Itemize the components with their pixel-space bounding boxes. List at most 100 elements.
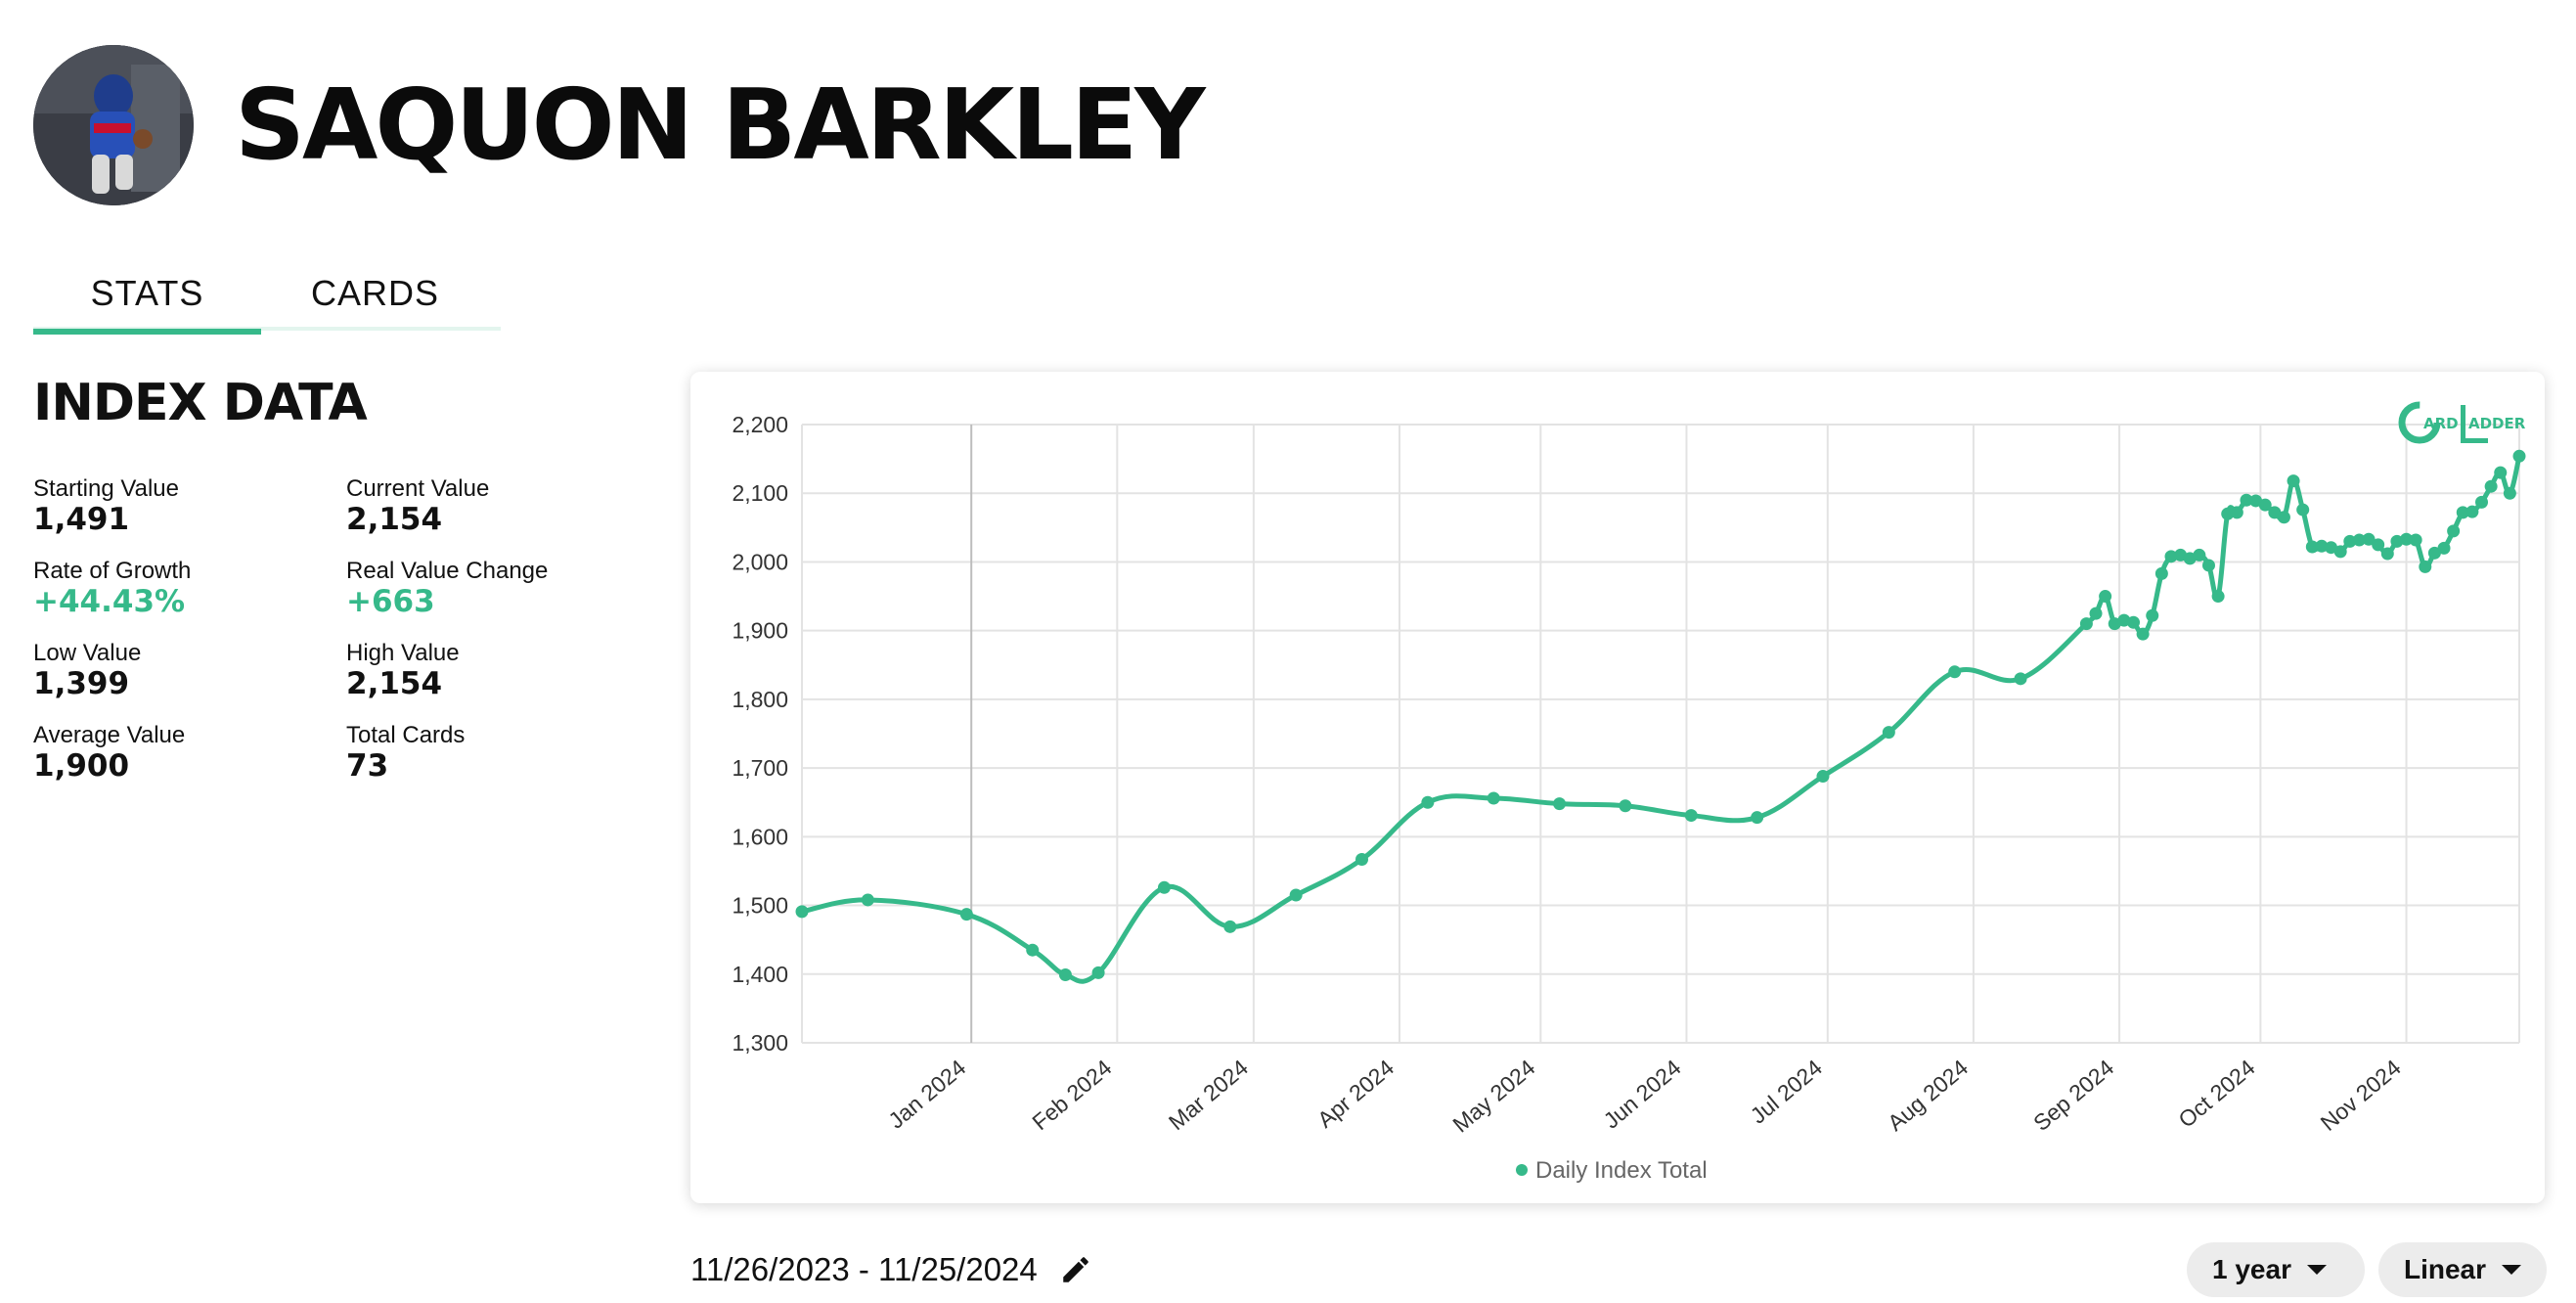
stat-label: Current Value xyxy=(346,475,490,502)
y-tick-label: 1,900 xyxy=(732,618,788,644)
chevron-down-icon xyxy=(2502,1265,2522,1275)
data-point[interactable] xyxy=(2127,615,2141,629)
x-tick-label: Oct 2024 xyxy=(2173,1055,2259,1133)
stat-low-value: Low Value 1,399 xyxy=(33,640,346,700)
data-point[interactable] xyxy=(2258,498,2272,512)
data-point[interactable] xyxy=(1553,797,1567,811)
data-point[interactable] xyxy=(1684,809,1698,823)
data-point[interactable] xyxy=(2268,506,2282,519)
data-point[interactable] xyxy=(2164,550,2178,563)
data-point[interactable] xyxy=(2456,506,2469,519)
data-point[interactable] xyxy=(2362,532,2376,546)
data-point[interactable] xyxy=(795,905,809,919)
series-points xyxy=(795,449,2526,981)
data-point[interactable] xyxy=(2201,559,2215,572)
data-point[interactable] xyxy=(2154,566,2168,580)
data-point[interactable] xyxy=(2484,479,2498,493)
stat-value: 1,900 xyxy=(33,748,130,784)
x-tick-label: Mar 2024 xyxy=(1164,1055,1253,1136)
data-point[interactable] xyxy=(2409,533,2422,547)
data-point[interactable] xyxy=(2315,539,2329,553)
data-point[interactable] xyxy=(2146,608,2159,622)
period-select-value: 1 year xyxy=(2212,1254,2291,1284)
data-point[interactable] xyxy=(2136,627,2150,641)
data-point[interactable] xyxy=(2352,533,2366,547)
data-point[interactable] xyxy=(2230,506,2243,519)
data-point[interactable] xyxy=(2240,493,2253,507)
data-point[interactable] xyxy=(2296,503,2310,517)
data-point[interactable] xyxy=(1751,811,1764,825)
chart-legend[interactable]: Daily Index Total xyxy=(1516,1157,1708,1184)
data-point[interactable] xyxy=(2465,505,2479,518)
x-tick-label: Jul 2024 xyxy=(1746,1055,1827,1129)
y-tick-label: 2,000 xyxy=(732,549,788,574)
stat-label: Starting Value xyxy=(33,475,179,502)
period-select[interactable]: 1 year xyxy=(2187,1242,2365,1297)
data-point[interactable] xyxy=(2494,466,2508,479)
data-point[interactable] xyxy=(1289,888,1303,902)
data-point[interactable] xyxy=(1058,967,1072,981)
data-point[interactable] xyxy=(2211,590,2225,604)
data-point[interactable] xyxy=(2503,486,2516,500)
stat-label: Low Value xyxy=(33,640,142,666)
data-point[interactable] xyxy=(1882,726,1895,740)
y-tick-label: 1,400 xyxy=(732,962,788,987)
scale-select-value: Linear xyxy=(2404,1254,2487,1284)
index-chart[interactable]: 1,300 1,400 1,500 1,600 1,700 1,800 1,900 2,000… xyxy=(690,372,2545,1203)
date-range: 11/26/2023 - 11/25/2024 xyxy=(690,1242,1092,1297)
scale-select[interactable]: Linear xyxy=(2378,1242,2547,1297)
data-point[interactable] xyxy=(1948,665,1962,679)
data-point[interactable] xyxy=(2380,547,2394,561)
x-axis-ticks: Jan 2024 Feb 2024 Mar 2024 Apr 2024 May 2024… xyxy=(883,1055,2406,1138)
stat-total-cards: Total Cards 73 xyxy=(346,722,659,783)
data-point[interactable] xyxy=(1026,943,1040,957)
data-point[interactable] xyxy=(1487,791,1500,805)
player-header: SAQUON BARKLEY xyxy=(33,43,1206,207)
x-tick-label: Sep 2024 xyxy=(2028,1055,2118,1136)
chevron-down-icon xyxy=(2306,1265,2327,1275)
data-point[interactable] xyxy=(2193,548,2206,562)
data-point[interactable] xyxy=(959,908,973,921)
data-point[interactable] xyxy=(2089,607,2103,620)
data-point[interactable] xyxy=(2277,511,2290,524)
data-point[interactable] xyxy=(2372,538,2385,552)
data-point[interactable] xyxy=(1816,770,1830,784)
stat-value: 1,399 xyxy=(33,666,130,701)
data-point[interactable] xyxy=(2221,507,2235,520)
data-point[interactable] xyxy=(2427,546,2441,560)
stat-value: +44.43% xyxy=(33,584,186,619)
x-tick-label: Aug 2024 xyxy=(1883,1055,1973,1136)
player-photo xyxy=(33,45,194,205)
data-point[interactable] xyxy=(2287,474,2300,488)
data-point[interactable] xyxy=(1157,880,1171,894)
data-point[interactable] xyxy=(1091,966,1105,979)
data-point[interactable] xyxy=(2014,672,2027,686)
data-point[interactable] xyxy=(1421,795,1435,809)
data-point[interactable] xyxy=(2447,524,2461,538)
data-point[interactable] xyxy=(1223,920,1237,933)
data-point[interactable] xyxy=(2099,590,2112,604)
x-tick-label: Apr 2024 xyxy=(1312,1055,1399,1133)
tab-cards[interactable]: CARDS xyxy=(310,273,440,313)
data-point[interactable] xyxy=(2437,541,2451,555)
data-point[interactable] xyxy=(2079,617,2093,631)
tab-stats[interactable]: STATS xyxy=(33,256,261,335)
card-ladder-logo: ARD ADDER xyxy=(2398,401,2526,444)
data-point[interactable] xyxy=(2419,560,2432,573)
legend-label: Daily Index Total xyxy=(1535,1157,1708,1184)
data-point[interactable] xyxy=(2343,534,2357,548)
chart-grid xyxy=(801,424,2520,1044)
y-tick-label: 2,100 xyxy=(732,480,788,506)
stat-value: 73 xyxy=(346,748,389,784)
data-point[interactable] xyxy=(1355,853,1369,867)
stat-high-value: High Value 2,154 xyxy=(346,640,659,700)
data-point[interactable] xyxy=(1619,799,1632,813)
data-point[interactable] xyxy=(2333,545,2347,559)
y-tick-label: 1,600 xyxy=(732,824,788,849)
pencil-edit-icon[interactable] xyxy=(1059,1253,1092,1286)
data-point[interactable] xyxy=(861,893,874,907)
data-point[interactable] xyxy=(2475,495,2489,509)
data-point[interactable] xyxy=(2400,532,2414,546)
data-point[interactable] xyxy=(2512,449,2526,463)
data-point[interactable] xyxy=(2305,540,2319,554)
